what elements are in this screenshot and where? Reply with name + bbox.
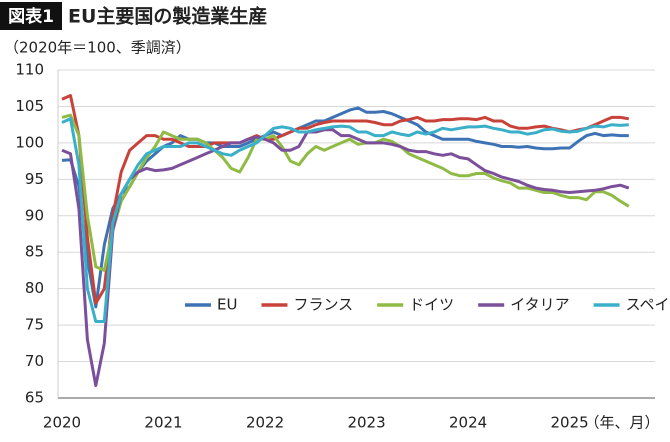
x-tick-label: 2021	[144, 414, 182, 432]
x-tick-label: 2024	[449, 414, 487, 432]
legend-label: フランス	[293, 296, 353, 314]
y-tick-label: 95	[25, 170, 44, 188]
series-line	[61, 117, 629, 323]
y-tick-label: 75	[25, 316, 44, 334]
y-tick-label: 100	[15, 133, 44, 151]
y-tick-label: 85	[25, 243, 44, 261]
series-line	[61, 106, 629, 309]
legend-label: イタリア	[510, 296, 569, 314]
x-tick-label: 2022	[246, 414, 284, 432]
y-tick-label: 105	[15, 97, 44, 115]
chart-title: EU主要国の製造業生産	[68, 5, 267, 28]
figure-label: 図表1	[8, 6, 54, 27]
y-tick-label: 110	[15, 61, 44, 79]
y-tick-label: 90	[25, 206, 44, 224]
x-tick-label: 2023	[347, 414, 385, 432]
series-line	[61, 128, 630, 388]
series-line	[61, 94, 630, 305]
legend-label: スペイン	[626, 296, 670, 314]
x-tick-label: 2020	[43, 414, 81, 432]
y-tick-label: 70	[25, 352, 44, 370]
figure-label-box	[0, 2, 62, 30]
subtitle: （2020年＝100、季調済）	[4, 39, 191, 57]
y-tick-label: 80	[25, 279, 44, 297]
x-tick-label: 2025	[551, 414, 589, 432]
series-line	[61, 113, 630, 272]
x-axis-label: （年、月）	[584, 414, 659, 432]
legend-label: EU	[217, 296, 237, 314]
legend-label: ドイツ	[409, 296, 454, 314]
y-tick-label: 65	[25, 389, 44, 407]
